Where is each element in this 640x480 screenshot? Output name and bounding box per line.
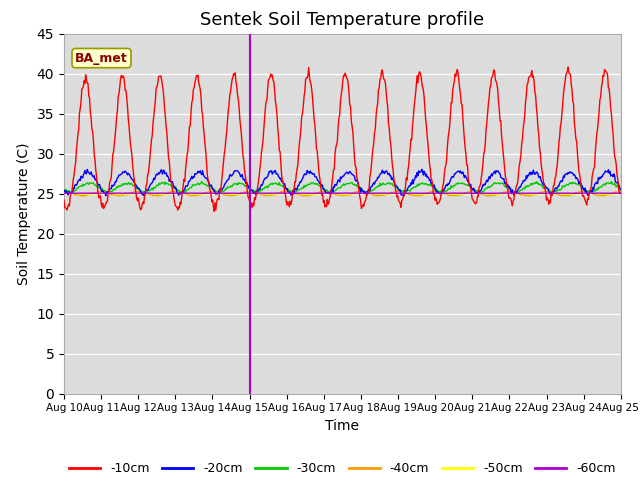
-30cm bbox=[617, 187, 625, 192]
-60cm bbox=[185, 190, 193, 196]
-60cm bbox=[214, 190, 222, 196]
-30cm bbox=[70, 189, 78, 194]
-40cm bbox=[617, 189, 625, 194]
-10cm bbox=[564, 64, 572, 70]
-60cm bbox=[343, 190, 351, 196]
-60cm bbox=[60, 190, 68, 196]
-10cm bbox=[70, 172, 78, 178]
-20cm bbox=[617, 187, 625, 192]
-20cm bbox=[411, 176, 419, 182]
-50cm bbox=[127, 191, 135, 197]
X-axis label: Time: Time bbox=[325, 419, 360, 433]
Legend: -10cm, -20cm, -30cm, -40cm, -50cm, -60cm: -10cm, -20cm, -30cm, -40cm, -50cm, -60cm bbox=[64, 457, 621, 480]
-10cm bbox=[428, 176, 435, 182]
-50cm bbox=[428, 191, 436, 196]
-60cm bbox=[428, 190, 436, 196]
-60cm bbox=[617, 190, 625, 196]
-60cm bbox=[96, 191, 104, 196]
-10cm bbox=[214, 196, 222, 202]
-40cm bbox=[214, 190, 221, 195]
Line: -30cm: -30cm bbox=[64, 181, 621, 194]
-60cm bbox=[412, 191, 419, 196]
-30cm bbox=[127, 180, 135, 186]
-20cm bbox=[60, 188, 68, 194]
-60cm bbox=[70, 191, 78, 196]
-40cm bbox=[411, 192, 419, 198]
-20cm bbox=[102, 193, 109, 199]
-50cm bbox=[60, 190, 68, 195]
-40cm bbox=[488, 193, 495, 199]
Title: Sentek Soil Temperature profile: Sentek Soil Temperature profile bbox=[200, 11, 484, 29]
-50cm bbox=[185, 191, 193, 196]
-10cm bbox=[617, 190, 625, 195]
-20cm bbox=[128, 176, 136, 182]
Line: -20cm: -20cm bbox=[64, 169, 621, 196]
-40cm bbox=[127, 190, 135, 195]
-20cm bbox=[214, 190, 222, 196]
-40cm bbox=[60, 189, 68, 194]
Y-axis label: Soil Temperature (C): Soil Temperature (C) bbox=[17, 143, 31, 285]
Text: BA_met: BA_met bbox=[75, 51, 128, 65]
-40cm bbox=[70, 192, 78, 197]
-10cm bbox=[184, 148, 192, 154]
-20cm bbox=[428, 180, 436, 186]
-10cm bbox=[60, 197, 68, 203]
-60cm bbox=[128, 190, 136, 196]
-50cm bbox=[417, 192, 425, 198]
-50cm bbox=[411, 191, 419, 197]
Line: -50cm: -50cm bbox=[64, 192, 621, 195]
-10cm bbox=[411, 98, 419, 104]
-20cm bbox=[418, 167, 426, 172]
-30cm bbox=[428, 181, 435, 187]
-30cm bbox=[60, 188, 68, 193]
-40cm bbox=[184, 192, 192, 198]
-50cm bbox=[617, 190, 625, 196]
Line: -10cm: -10cm bbox=[64, 67, 621, 211]
-30cm bbox=[289, 192, 297, 197]
-30cm bbox=[214, 189, 221, 194]
-10cm bbox=[127, 147, 135, 153]
-20cm bbox=[70, 186, 78, 192]
-30cm bbox=[411, 184, 419, 190]
-50cm bbox=[214, 190, 222, 196]
-10cm bbox=[211, 208, 218, 214]
-50cm bbox=[70, 190, 78, 196]
-20cm bbox=[185, 179, 193, 184]
-40cm bbox=[428, 189, 435, 194]
-50cm bbox=[175, 190, 183, 195]
Line: -40cm: -40cm bbox=[64, 191, 621, 196]
-30cm bbox=[184, 187, 192, 192]
-30cm bbox=[607, 179, 615, 184]
-40cm bbox=[317, 188, 325, 194]
